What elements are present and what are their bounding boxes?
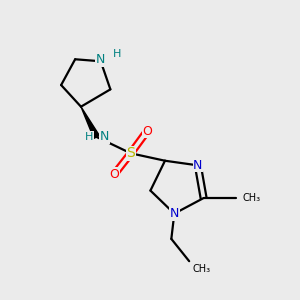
- Text: N: N: [96, 53, 105, 66]
- Text: H: H: [112, 49, 121, 59]
- Text: O: O: [142, 124, 152, 137]
- Text: CH₃: CH₃: [242, 193, 260, 203]
- Text: N: N: [193, 159, 203, 172]
- Text: S: S: [126, 146, 135, 160]
- Text: O: O: [110, 168, 119, 181]
- Text: CH₃: CH₃: [192, 264, 210, 274]
- Text: H: H: [85, 132, 94, 142]
- Polygon shape: [81, 107, 99, 138]
- Text: N: N: [169, 207, 179, 220]
- Text: N: N: [100, 130, 109, 143]
